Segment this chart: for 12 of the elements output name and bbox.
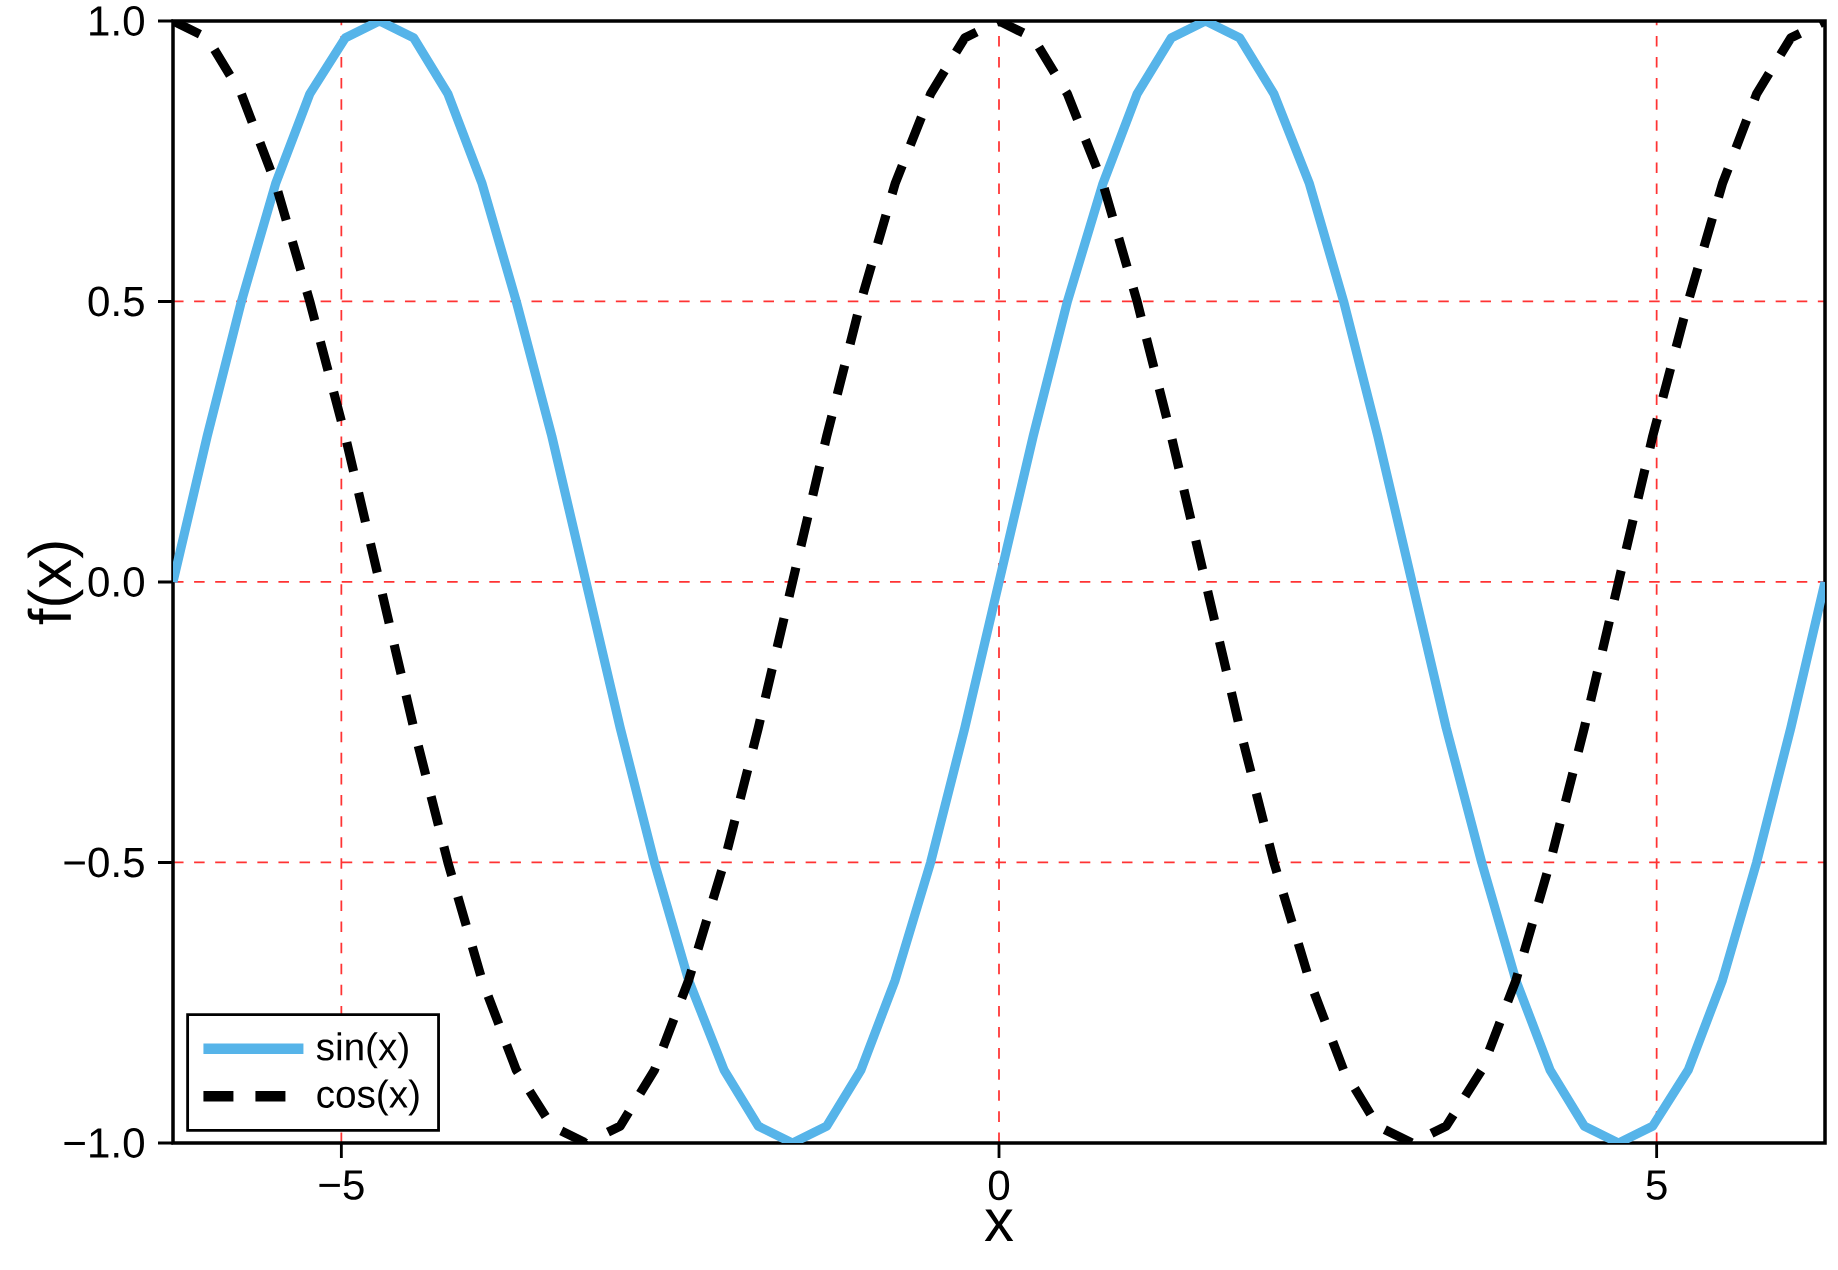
x-axis-title: x — [984, 1209, 1014, 1241]
y-tick-label: 0.5 — [88, 286, 144, 317]
x-tick-label: 0 — [988, 1170, 1010, 1201]
y-axis-title: f(x) — [27, 542, 84, 625]
legend-label: sin(x) — [316, 1032, 408, 1069]
x-tick-label: 5 — [1646, 1170, 1667, 1200]
x-tick-label: −5 — [319, 1170, 364, 1200]
y-tick-label: −1.0 — [64, 1128, 144, 1158]
y-tick-label: 0.0 — [88, 567, 144, 597]
y-tick-label: 1.0 — [90, 6, 144, 36]
legend-label: cos(x) — [317, 1079, 419, 1116]
y-tick-label: −0.5 — [64, 847, 144, 878]
